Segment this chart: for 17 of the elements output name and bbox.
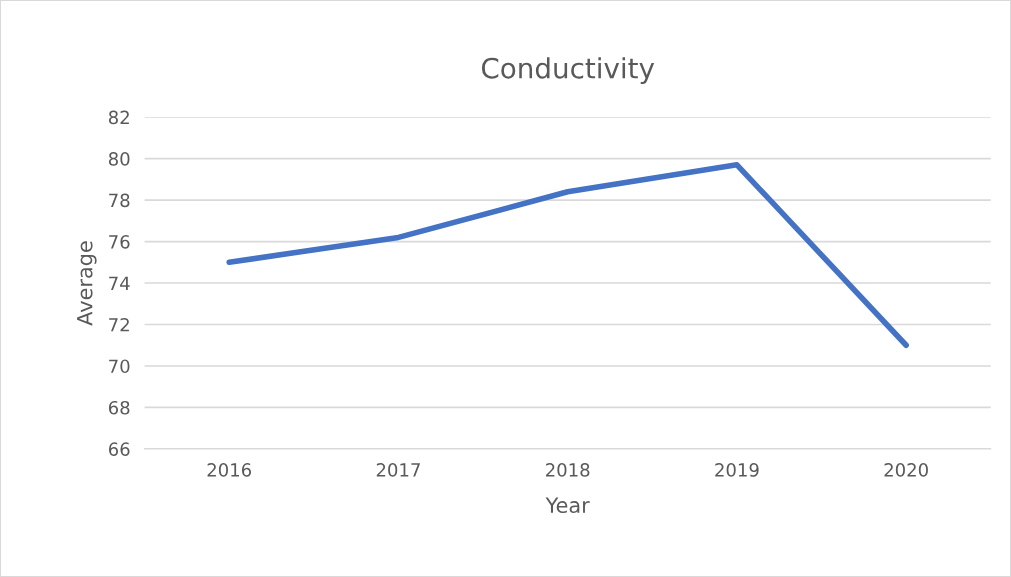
- y-tick-label: 72: [109, 317, 129, 332]
- y-tick-label: 82: [108, 110, 129, 125]
- y-tick-label: 78: [109, 193, 130, 208]
- y-tick-label: 80: [108, 152, 130, 166]
- y-tick-label: 76: [109, 235, 130, 249]
- y-axis-title: Average: [77, 241, 97, 326]
- y-tick-label: 68: [108, 400, 130, 415]
- chart-title: Conductivity: [481, 57, 655, 85]
- x-tick-label: 2020: [884, 463, 928, 477]
- x-tick-label: 2017: [376, 463, 420, 477]
- x-tick-label: 2016: [207, 463, 252, 477]
- y-tick-label: 66: [108, 442, 130, 457]
- y-tick-label: 74: [109, 276, 130, 290]
- x-tick-label: 2019: [715, 463, 759, 477]
- x-tick-label: 2018: [546, 463, 590, 477]
- x-axis-title: Year: [545, 497, 590, 514]
- y-tick-label: 70: [109, 359, 130, 374]
